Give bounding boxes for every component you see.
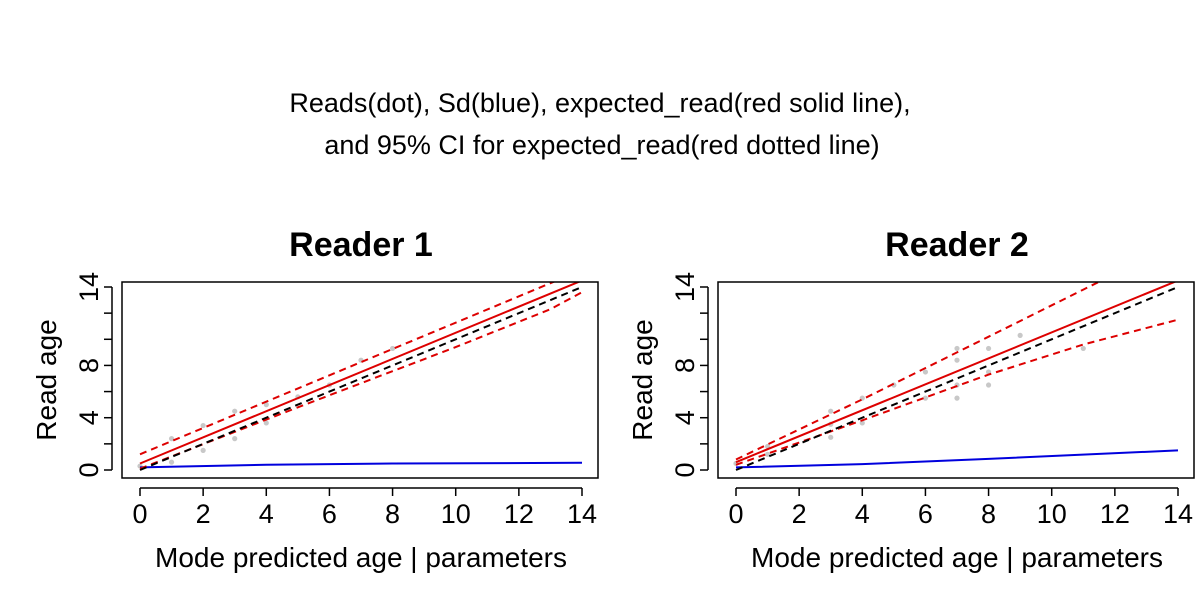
sd-line: [735, 449, 1179, 469]
panel-reader-1: Reader 1 Mode predicted age | parameters…: [31, 226, 599, 573]
y-tick-label: 0: [74, 462, 104, 477]
x-axis-label: Mode predicted age | parameters: [751, 542, 1163, 573]
y-tick-label: 8: [670, 358, 700, 373]
plot-frame: [717, 281, 1195, 479]
x-tick-label: 0: [728, 499, 743, 529]
x-tick-label: 10: [1037, 499, 1067, 529]
x-tick-label: 4: [855, 499, 870, 529]
panel-title: Reader 1: [289, 226, 433, 264]
read-point: [168, 436, 175, 442]
read-point: [389, 345, 396, 352]
x-tick-label: 12: [504, 499, 534, 529]
y-tick-label: 0: [670, 462, 700, 477]
read-point: [954, 395, 960, 401]
read-point: [954, 357, 960, 363]
x-tick-label: 2: [196, 499, 211, 529]
x-tick-label: 6: [918, 499, 933, 529]
y-tick-label: 4: [74, 410, 104, 425]
read-point: [168, 459, 175, 465]
read-point: [1017, 332, 1023, 338]
read-point: [985, 345, 992, 352]
y-tick-label: 4: [670, 410, 700, 425]
ci-line: [735, 282, 1101, 461]
read-point: [232, 408, 238, 414]
plot-frame: [121, 281, 599, 479]
x-tick-label: 0: [132, 499, 147, 529]
panel-title: Reader 2: [885, 226, 1029, 264]
plot-area: [137, 282, 583, 471]
read-point: [263, 420, 269, 426]
read-point: [200, 447, 206, 453]
plot-area: [733, 282, 1179, 471]
x-tick-label: 14: [1163, 499, 1193, 529]
panel-reader-2: Reader 2 Mode predicted age | parameters…: [627, 226, 1195, 573]
read-point: [828, 408, 834, 414]
ci-line: [735, 318, 1179, 466]
read-point: [954, 345, 960, 352]
x-tick-label: 4: [259, 499, 274, 529]
read-point: [200, 422, 206, 429]
read-point: [922, 369, 929, 375]
x-tick-label: 8: [981, 499, 996, 529]
reference-line: [139, 286, 583, 471]
x-tick-label: 2: [792, 499, 807, 529]
y-tick-label: 14: [670, 272, 700, 302]
x-tick-label: 8: [385, 499, 400, 529]
y-tick-label: 8: [74, 358, 104, 373]
read-point: [1080, 345, 1086, 352]
expected-read-line: [139, 282, 581, 465]
y-axis-label: Read age: [627, 319, 658, 440]
sd-line: [139, 461, 583, 469]
x-tick-label: 12: [1100, 499, 1130, 529]
y-axis-label: Read age: [31, 319, 62, 440]
read-point: [232, 436, 238, 442]
figure-title-line-1: Reads(dot), Sd(blue), expected_read(red …: [289, 88, 910, 118]
y-tick-label: 14: [74, 272, 104, 302]
x-tick-label: 10: [441, 499, 471, 529]
read-point: [922, 395, 929, 401]
ci-line: [139, 291, 583, 470]
expected-read-line: [735, 282, 1177, 464]
x-tick-label: 14: [567, 499, 597, 529]
read-point: [985, 382, 992, 388]
x-axis-label: Mode predicted age | parameters: [155, 542, 567, 573]
reference-line: [735, 286, 1179, 471]
figure-title-line-2: and 95% CI for expected_read(red dotted …: [324, 130, 879, 160]
read-point: [828, 434, 834, 440]
read-point: [764, 451, 771, 457]
ci-line: [139, 282, 556, 456]
x-tick-label: 6: [322, 499, 337, 529]
read-point: [263, 402, 269, 408]
